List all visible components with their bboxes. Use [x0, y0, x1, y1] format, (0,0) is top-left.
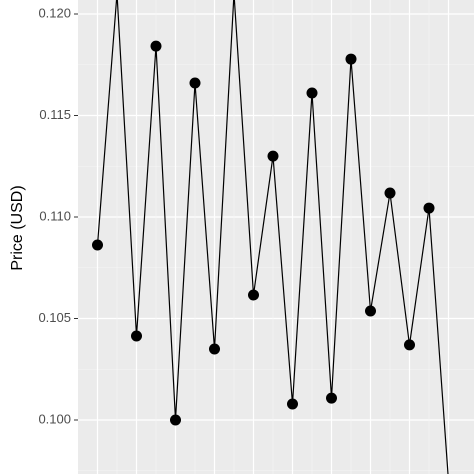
point: [170, 414, 181, 426]
panel: [78, 0, 474, 474]
point: [423, 202, 435, 214]
point: [150, 40, 162, 52]
point: [267, 150, 279, 162]
y-tick-label: 0.120: [38, 5, 71, 20]
y-tick-label: 0.105: [38, 310, 71, 325]
point: [92, 239, 103, 251]
point: [131, 330, 142, 342]
point: [209, 343, 220, 355]
point: [384, 187, 396, 199]
y-axis: 0.100 0.105 0.110 0.115 0.120: [38, 5, 78, 426]
point: [404, 339, 415, 351]
point: [365, 305, 376, 317]
point: [189, 77, 201, 89]
point: [326, 392, 337, 404]
y-tick-label: 0.110: [39, 208, 71, 223]
point: [248, 289, 259, 301]
y-tick-label: 0.115: [39, 107, 71, 122]
y-tick-label: 0.100: [38, 411, 71, 426]
point: [306, 87, 318, 99]
point: [287, 398, 298, 410]
y-axis-title: Price (USD): [9, 185, 26, 270]
marks: [92, 0, 449, 474]
point: [345, 53, 357, 65]
